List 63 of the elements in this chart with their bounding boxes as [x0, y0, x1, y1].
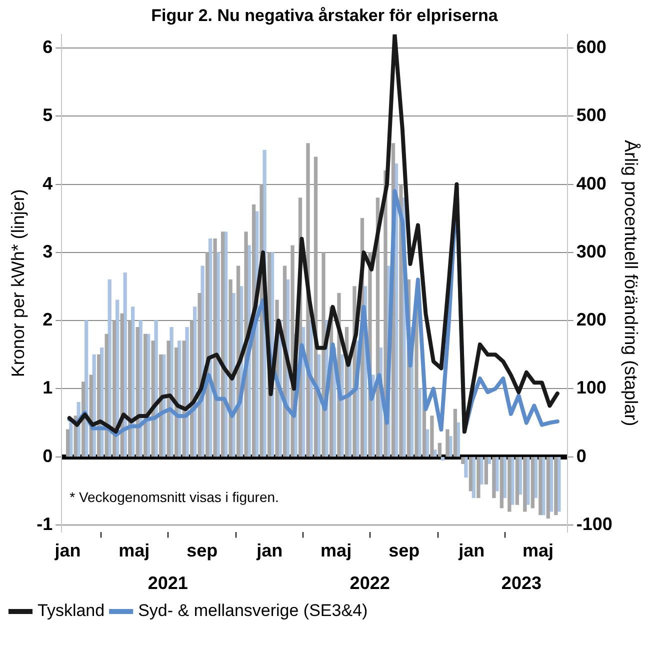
x-tick-label: sep [186, 540, 218, 561]
x2-tick-label: 2023 [501, 573, 542, 594]
y2-tick-label: -100 [576, 514, 612, 534]
y2-axis-title: Årlig procentuell förändring (staplar) [621, 140, 642, 426]
bar [538, 457, 542, 516]
y2-tick-label: 100 [576, 378, 606, 398]
bar [464, 457, 468, 478]
bar [515, 457, 520, 505]
bar [430, 416, 434, 457]
bar [220, 232, 225, 457]
bar [166, 340, 170, 457]
bar [228, 279, 232, 457]
y2-tick-label: 400 [576, 173, 606, 194]
bar [112, 320, 116, 457]
bar [446, 429, 450, 457]
bar [530, 457, 534, 508]
bar [508, 457, 512, 512]
bar [554, 457, 558, 516]
x-tick-label: maj [320, 540, 352, 561]
bar [182, 340, 186, 457]
bar [66, 429, 70, 457]
bar [523, 457, 527, 512]
x-tick-label: maj [118, 540, 150, 561]
x2-tick-label: 2022 [350, 573, 390, 594]
bar [151, 340, 155, 457]
bar [492, 457, 496, 498]
bar [438, 442, 442, 457]
y-tick-label: 1 [42, 378, 53, 398]
y-tick-label: 2 [42, 310, 53, 330]
bar [468, 457, 473, 492]
y2-tick-label: 600 [576, 36, 606, 57]
x2-tick-label: 2021 [148, 573, 188, 594]
y-axis-title: Kronor per kWh* (linjer) [8, 189, 28, 378]
legend-label: Tyskland [38, 601, 105, 620]
x-tick-label: maj [522, 540, 554, 561]
y2-tick-label: 300 [576, 241, 606, 262]
bar [476, 457, 480, 498]
x-tick-label: jan [458, 540, 485, 561]
bar [440, 457, 445, 461]
bar [546, 457, 550, 519]
bar [414, 306, 418, 457]
y-tick-label: 6 [42, 36, 53, 57]
y2-tick-label: 500 [576, 105, 606, 126]
legend-label: Syd- & mellansverige (SE3&4) [138, 601, 368, 620]
bar [500, 457, 504, 508]
y-tick-label: 4 [42, 173, 53, 194]
annotation: * Veckogenomsnitt visas i figuren. [70, 488, 279, 505]
x-tick-label: sep [388, 540, 420, 561]
bar [136, 327, 140, 457]
y-tick-label: 3 [42, 241, 53, 262]
bar [461, 457, 465, 464]
y-tick-label: -1 [36, 514, 53, 534]
bar [213, 238, 217, 457]
y2-tick-label: 200 [576, 310, 606, 330]
bar [104, 334, 108, 457]
x-tick-label: jan [256, 540, 283, 561]
bar [484, 457, 488, 484]
y-tick-label: 0 [42, 446, 53, 466]
x-tick-label: jan [54, 540, 81, 561]
y-tick-label: 5 [42, 105, 53, 126]
y2-tick-label: 0 [576, 446, 586, 466]
chart-title: Figur 2. Nu negativa årstaker för elpriserna [151, 6, 498, 25]
bar [453, 408, 458, 457]
